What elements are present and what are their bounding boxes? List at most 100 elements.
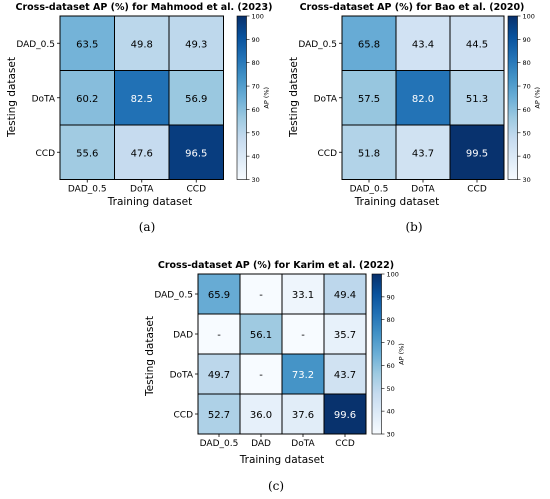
cell-value-label: - [301,330,305,341]
colorbar-tick-label: 70 [523,83,531,91]
colorbar-tick-label: 70 [252,83,260,91]
cell-value-label: 63.5 [76,39,98,50]
heatmap-cell [323,353,367,395]
heatmap-cell [281,313,325,355]
heatmap-cell [395,15,451,71]
colorbar-tick-label: 80 [252,59,260,67]
colorbar [236,15,247,180]
x-tick-label: DAD [251,439,271,449]
figure-caption: (c) [268,479,284,493]
heatmap-cell [323,393,367,435]
colorbar-tick-label: 30 [387,431,395,439]
cell-value-label: 56.1 [250,330,272,341]
cell-value-label: 43.4 [412,39,434,50]
y-tick-label: DAD_0.5 [298,40,337,50]
colorbar-tick-label: 70 [387,339,395,347]
colorbar [507,15,518,180]
cell-value-label: 55.6 [76,148,98,159]
cell-value-label: 49.7 [208,370,230,381]
cell-value-label: - [217,330,221,341]
colorbar-tick-label: 50 [387,385,395,393]
y-tick-label: CCD [174,411,194,421]
colorbar-tick-label: 60 [523,106,531,114]
cell-value-label: 73.2 [292,370,314,381]
heatmap-cell [281,353,325,395]
x-tick-label: DAD_0.5 [200,439,239,449]
cell-value-label: 65.8 [358,39,380,50]
heatmap-3: Cross-dataset AP (%) for Karim et al. (2… [144,260,406,493]
cell-value-label: 33.1 [292,290,314,301]
x-tick-label: DAD_0.5 [68,185,107,195]
chart-title: Cross-dataset AP (%) for Karim et al. (2… [158,260,394,271]
colorbar-tick-label: 100 [387,271,399,279]
heatmap-cell [239,273,283,315]
cell-value-label: 82.0 [412,94,434,105]
cell-value-label: - [259,370,263,381]
cell-value-label: 43.7 [412,148,434,159]
colorbar [371,273,382,435]
y-tick-label: CCD [318,149,338,159]
colorbar-tick-label: 30 [523,176,531,184]
y-tick-label: DoTA [314,94,338,104]
heatmap-cell [114,124,170,180]
cell-value-label: 36.0 [250,410,272,421]
x-tick-label: DoTA [130,185,154,195]
heatmap-cell [341,124,397,180]
y-tick-label: DoTA [32,94,56,104]
cell-value-label: 51.3 [466,94,488,105]
cell-value-label: 44.5 [466,39,488,50]
cell-value-label: 43.7 [334,370,356,381]
cell-value-label: 52.7 [208,410,230,421]
colorbar-label: AP (%) [534,87,542,109]
y-tick-label: CCD [36,149,56,159]
heatmap-cell [449,70,505,126]
y-tick-label: DAD_0.5 [16,40,55,50]
heatmap-cell [239,393,283,435]
cell-value-label: 60.2 [76,94,98,105]
colorbar-tick-label: 50 [523,129,531,137]
x-axis-label: Training dataset [107,196,192,208]
cell-value-label: 49.4 [334,290,356,301]
heatmap-cell [239,313,283,355]
heatmap-cell [281,273,325,315]
colorbar-tick-label: 30 [252,176,260,184]
cell-value-label: 65.9 [208,290,230,301]
cell-value-label: 37.6 [292,410,314,421]
cell-value-label: 49.3 [185,39,207,50]
y-tick-label: DoTA [170,371,194,381]
x-tick-label: CCD [467,185,487,195]
cell-value-label: 35.7 [334,330,356,341]
colorbar-tick-label: 40 [387,408,395,416]
figure-caption: (a) [139,220,156,234]
colorbar-label: AP (%) [263,87,271,109]
colorbar-tick-label: 40 [252,153,260,161]
y-tick-label: DAD [173,331,193,341]
heatmap-cell [59,15,115,71]
y-axis-label: Testing dataset [144,316,156,397]
colorbar-tick-label: 60 [252,106,260,114]
x-tick-label: DoTA [291,439,315,449]
cell-value-label: 49.8 [131,39,153,50]
colorbar-tick-label: 80 [523,59,531,67]
x-tick-label: CCD [187,185,207,195]
colorbar-tick-label: 80 [387,316,395,324]
x-axis-label: Training dataset [239,454,324,466]
heatmap-2: Cross-dataset AP (%) for Bao et al. (202… [288,2,542,234]
cell-value-label: 57.5 [358,94,380,105]
colorbar-tick-label: 60 [387,362,395,370]
cell-value-label: 82.5 [131,94,153,105]
cell-value-label: 96.5 [185,148,207,159]
x-axis-label: Training dataset [354,196,439,208]
cell-value-label: 99.6 [334,410,356,421]
y-axis-label: Testing dataset [288,57,300,138]
colorbar-tick-label: 40 [523,153,531,161]
colorbar-tick-label: 100 [252,13,264,21]
heatmap-cell [168,70,224,126]
heatmap-1: Cross-dataset AP (%) for Mahmood et al. … [6,2,273,234]
chart-title: Cross-dataset AP (%) for Mahmood et al. … [15,2,272,13]
colorbar-tick-label: 100 [523,13,535,21]
cell-value-label: 99.5 [466,148,488,159]
colorbar-tick-label: 90 [523,36,531,44]
heatmap-cell [168,15,224,71]
cell-value-label: 56.9 [185,94,207,105]
